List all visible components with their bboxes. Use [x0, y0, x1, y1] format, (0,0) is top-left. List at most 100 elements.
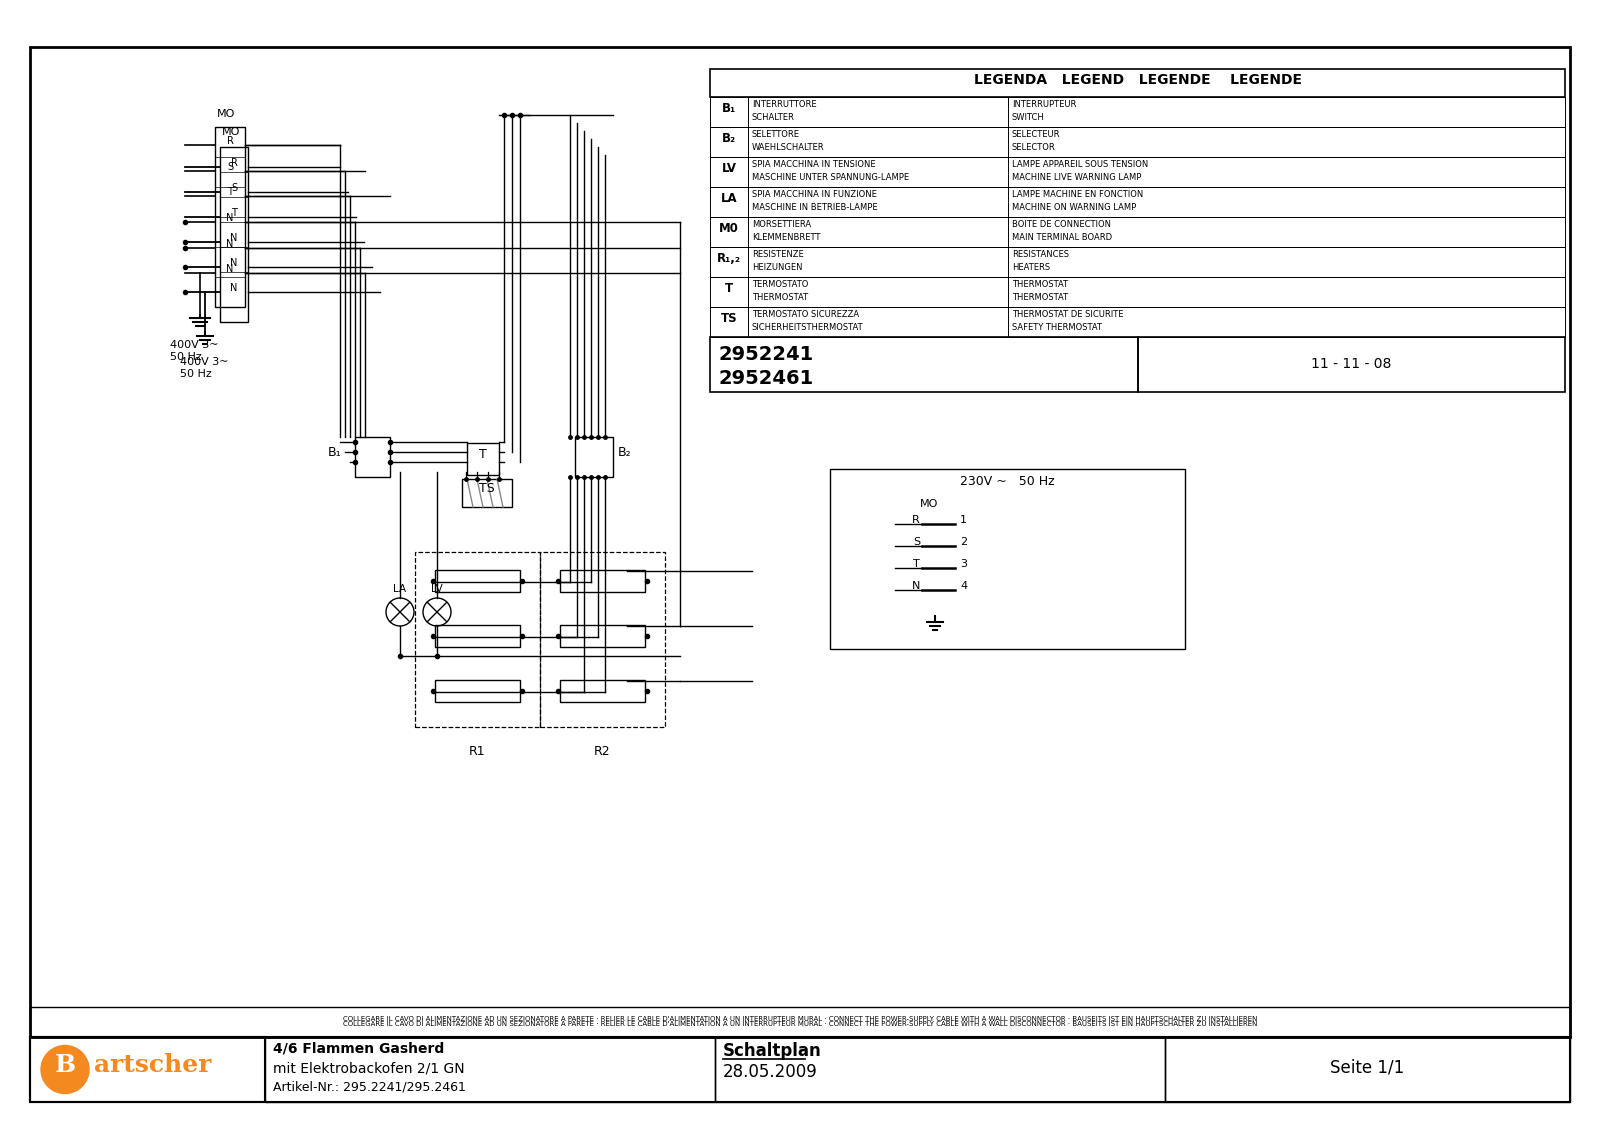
Text: MO: MO	[920, 499, 938, 509]
Circle shape	[42, 1046, 90, 1094]
Text: THERMOSTAT: THERMOSTAT	[752, 293, 808, 302]
Text: RESISTENZE: RESISTENZE	[752, 250, 803, 259]
Text: LEGENDA   LEGEND   LEGENDE    LEGENDE: LEGENDA LEGEND LEGENDE LEGENDE	[973, 72, 1301, 87]
Text: MACHINE ON WARNING LAMP: MACHINE ON WARNING LAMP	[1013, 203, 1136, 212]
Bar	[435, 680, 520, 702]
Bar	[30, 1037, 266, 1101]
Text: TS: TS	[478, 482, 494, 496]
Text: SPIA MACCHINA IN TENSIONE: SPIA MACCHINA IN TENSIONE	[752, 160, 875, 169]
Text: R₁,₂: R₁,₂	[717, 252, 741, 265]
Text: LA: LA	[394, 584, 406, 594]
Bar	[30, 48, 1570, 1037]
Text: THERMOSTAT DE SICURITE: THERMOSTAT DE SICURITE	[1013, 310, 1123, 319]
Text: Artikel-Nr.: 295.2241/295.2461: Artikel-Nr.: 295.2241/295.2461	[274, 1080, 466, 1094]
Text: M0: M0	[718, 222, 739, 235]
Text: T: T	[725, 282, 733, 295]
Text: COLLEGARE IL CAVO DI ALIMENTAZIONE AD UN SEZIONATORE A PARETE · RELIER LE CABLE : COLLEGARE IL CAVO DI ALIMENTAZIONE AD UN…	[342, 1021, 1258, 1027]
Text: T: T	[478, 448, 486, 462]
Text: SCHALTER: SCHALTER	[752, 113, 795, 122]
Text: 400V 3~
50 Hz: 400V 3~ 50 Hz	[179, 357, 229, 378]
Text: T: T	[227, 187, 234, 197]
Text: N: N	[230, 233, 238, 243]
Bar	[710, 187, 1565, 217]
Text: THERMOSTAT: THERMOSTAT	[1013, 280, 1069, 289]
Bar	[710, 277, 1565, 307]
Text: HEATERS: HEATERS	[1013, 263, 1050, 272]
Text: SELECTEUR: SELECTEUR	[1013, 130, 1061, 139]
Text: COLLEGARE IL CAVO DI ALIMENTAZIONE AD UN SEZIONATORE A PARETE · RELIER LE CABLE : COLLEGARE IL CAVO DI ALIMENTAZIONE AD UN…	[342, 1017, 1258, 1022]
Text: RESISTANCES: RESISTANCES	[1013, 250, 1069, 259]
Text: N: N	[230, 258, 238, 268]
Bar	[715, 1037, 1165, 1101]
Text: R1: R1	[469, 745, 486, 758]
Text: B₁: B₁	[722, 102, 736, 115]
Text: HEIZUNGEN: HEIZUNGEN	[752, 263, 803, 272]
Bar	[355, 437, 390, 477]
Text: SWITCH: SWITCH	[1013, 113, 1045, 122]
Bar	[462, 479, 512, 507]
Text: 2: 2	[960, 537, 966, 547]
Bar	[435, 571, 520, 592]
Bar	[560, 625, 645, 648]
Text: R2: R2	[594, 745, 611, 758]
Bar	[710, 97, 1565, 127]
Text: Seite 1/1: Seite 1/1	[1330, 1058, 1405, 1077]
Text: MASCHINE IN BETRIEB-LAMPE: MASCHINE IN BETRIEB-LAMPE	[752, 203, 878, 212]
Text: B₂: B₂	[618, 446, 632, 460]
Text: INTERRUTTORE: INTERRUTTORE	[752, 100, 816, 109]
Text: WAEHLSCHALTER: WAEHLSCHALTER	[752, 143, 824, 152]
Text: N: N	[230, 283, 238, 293]
Bar	[710, 69, 1565, 97]
Text: N: N	[226, 213, 234, 223]
Text: N: N	[226, 239, 234, 249]
Text: 3: 3	[960, 559, 966, 569]
Bar	[435, 625, 520, 648]
Text: S: S	[227, 162, 234, 172]
Text: N: N	[226, 265, 234, 274]
Text: LAMPE APPAREIL SOUS TENSION: LAMPE APPAREIL SOUS TENSION	[1013, 160, 1149, 169]
Text: LAMPE MACHINE EN FONCTION: LAMPE MACHINE EN FONCTION	[1013, 190, 1144, 199]
Text: LA: LA	[720, 192, 738, 205]
Text: 4/6 Flammen Gasherd: 4/6 Flammen Gasherd	[274, 1041, 445, 1056]
Bar	[710, 307, 1565, 337]
Text: S: S	[914, 537, 920, 547]
Text: Schaltplan: Schaltplan	[723, 1041, 822, 1060]
Bar	[541, 552, 666, 727]
Bar	[560, 680, 645, 702]
Text: B₂: B₂	[722, 132, 736, 145]
Text: MASCHINE UNTER SPANNUNG-LAMPE: MASCHINE UNTER SPANNUNG-LAMPE	[752, 173, 909, 182]
Text: 230V ~   50 Hz: 230V ~ 50 Hz	[960, 475, 1054, 488]
Text: TERMOSTATO: TERMOSTATO	[752, 280, 808, 289]
Bar	[1165, 1037, 1570, 1101]
Text: 4: 4	[960, 581, 966, 591]
Text: 2952241: 2952241	[718, 345, 813, 365]
Text: T: T	[914, 559, 920, 569]
Text: T: T	[230, 208, 237, 218]
Text: 2952461: 2952461	[718, 369, 813, 388]
Bar	[710, 157, 1565, 187]
Bar	[30, 1007, 1570, 1037]
Bar	[266, 1037, 715, 1101]
Text: R: R	[230, 158, 237, 168]
Text: MO: MO	[222, 127, 240, 137]
Text: R: R	[227, 136, 234, 146]
Text: LV: LV	[722, 162, 736, 175]
Text: artscher: artscher	[94, 1053, 211, 1077]
Text: BOITE DE CONNECTION: BOITE DE CONNECTION	[1013, 220, 1110, 229]
Bar	[710, 127, 1565, 157]
Text: MACHINE LIVE WARNING LAMP: MACHINE LIVE WARNING LAMP	[1013, 173, 1141, 182]
Text: 1: 1	[960, 515, 966, 525]
Text: THERMOSTAT: THERMOSTAT	[1013, 293, 1069, 302]
Bar	[221, 147, 248, 321]
Bar	[560, 571, 645, 592]
Text: MO: MO	[218, 109, 235, 119]
Bar	[710, 247, 1565, 277]
Text: INTERRUPTEUR: INTERRUPTEUR	[1013, 100, 1077, 109]
Text: B₁: B₁	[328, 446, 342, 460]
Text: LV: LV	[430, 584, 443, 594]
Bar	[710, 217, 1565, 247]
Text: TERMOSTATO SICUREZZA: TERMOSTATO SICUREZZA	[752, 310, 859, 319]
Bar	[414, 552, 541, 727]
Bar	[1138, 337, 1565, 392]
Bar	[467, 443, 499, 475]
